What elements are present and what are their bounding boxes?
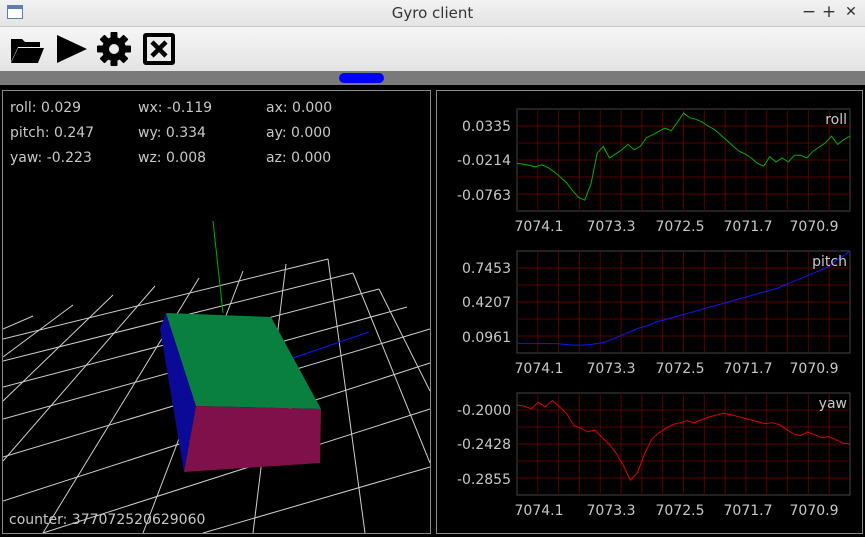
y-axis-line	[212, 220, 224, 314]
series-line-pitch	[517, 250, 851, 346]
toolbar	[0, 27, 865, 71]
cube-top-face	[166, 313, 321, 409]
window-title: Gyro client	[391, 4, 474, 22]
ax-readout: ax: 0.000	[266, 100, 333, 116]
x-tick-label: 7073.3	[587, 219, 636, 235]
counter-readout: counter: 377072520629060	[9, 512, 206, 528]
x-tick-label: 7070.9	[790, 219, 839, 235]
play-icon[interactable]	[54, 31, 90, 67]
wz-readout: wz: 0.008	[138, 150, 207, 166]
z-axis-line	[292, 331, 370, 359]
x-tick-label: 7072.5	[656, 361, 705, 377]
x-tick-label: 7071.7	[724, 219, 773, 235]
az-readout: az: 0.000	[266, 150, 332, 166]
cube-front-face	[184, 406, 321, 472]
x-tick-label: 7074.1	[515, 219, 564, 235]
pitch-readout: pitch: 0.247	[10, 125, 95, 141]
splitter-handle[interactable]	[339, 73, 384, 83]
wx-readout: wx: -0.119	[138, 100, 213, 116]
x-tick-label: 7072.5	[656, 219, 705, 235]
x-tick-label: 7074.1	[515, 361, 564, 377]
settings-gear-icon[interactable]	[96, 31, 132, 67]
chart-title-yaw: yaw	[819, 396, 847, 412]
y-tick-label: -0.0763	[457, 188, 511, 204]
app-window-icon	[7, 5, 23, 19]
charts-panel: roll 0.0335 -0.0214 -0.0763 7074.1 7073.3 7072…	[436, 90, 863, 534]
open-folder-icon[interactable]	[9, 31, 45, 67]
y-tick-label: 0.0335	[462, 119, 511, 135]
x-tick-label: 7071.7	[724, 503, 773, 519]
ay-readout: ay: 0.000	[266, 125, 332, 141]
wy-readout: wy: 0.334	[138, 125, 206, 141]
3d-scene	[3, 220, 430, 533]
x-tick-label: 7073.3	[587, 503, 636, 519]
series-line-roll	[516, 112, 851, 201]
y-tick-label: 0.0961	[462, 330, 511, 346]
x-tick-label: 7070.9	[790, 361, 839, 377]
chart-title-pitch: pitch	[812, 254, 847, 270]
roll-readout: roll: 0.029	[10, 100, 82, 116]
3d-view-panel[interactable]: roll: 0.029 pitch: 0.247 yaw: -0.223 wx:…	[2, 90, 431, 534]
y-tick-label: -0.2855	[457, 472, 511, 488]
y-tick-label: -0.2000	[457, 403, 511, 419]
y-tick-label: -0.2428	[457, 437, 511, 453]
title-bar: Gyro client − + ✕	[0, 0, 865, 27]
yaw-readout: yaw: -0.223	[10, 150, 92, 166]
y-tick-label: 0.4207	[462, 295, 511, 311]
maximize-button[interactable]: +	[821, 2, 837, 22]
chart-title-roll: roll	[825, 112, 847, 128]
splitter-bar[interactable]	[0, 71, 865, 85]
x-tick-label: 7074.1	[515, 503, 564, 519]
x-tick-label: 7072.5	[656, 503, 705, 519]
cube-side-face	[160, 313, 196, 472]
close-window-button[interactable]: ✕	[845, 4, 857, 20]
x-tick-label: 7071.7	[724, 361, 773, 377]
y-tick-label: -0.0214	[457, 153, 511, 169]
x-tick-label: 7070.9	[790, 503, 839, 519]
close-box-icon[interactable]	[141, 31, 177, 67]
y-tick-label: 0.7453	[462, 261, 511, 277]
series-line-yaw	[516, 399, 851, 482]
x-tick-label: 7073.3	[587, 361, 636, 377]
minimize-button[interactable]: −	[801, 2, 817, 22]
